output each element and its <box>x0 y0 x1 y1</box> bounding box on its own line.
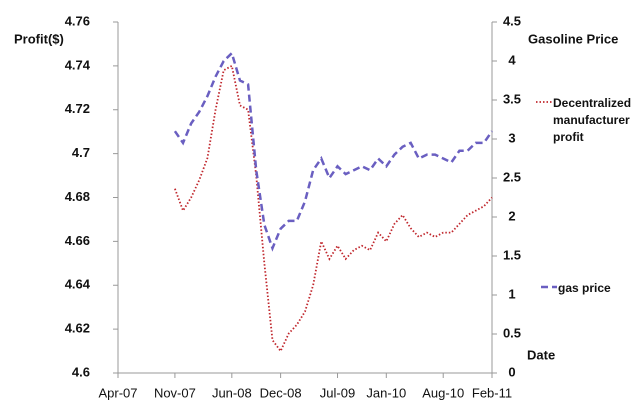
y2-tick-label: 1 <box>508 286 515 301</box>
x-tick-label: Feb-11 <box>472 385 512 400</box>
y2-tick-label: 4.5 <box>503 13 521 28</box>
y-tick-label: 4.6 <box>72 364 90 379</box>
y2-axis-label: Gasoline Price <box>528 31 618 46</box>
legend-entry: Decentralized manufacturer profit <box>535 95 633 146</box>
y-tick-label: 4.76 <box>65 13 90 28</box>
legend-label: gas price <box>558 281 611 295</box>
y-tick-label: 4.68 <box>65 189 90 204</box>
y2-tick-label: 3.5 <box>503 91 521 106</box>
x-tick-label: Jan-10 <box>366 385 406 400</box>
series-line <box>173 50 494 252</box>
y2-tick-label: 2 <box>508 208 515 223</box>
x-tick-label: Jul-09 <box>320 385 355 400</box>
legend-label: Decentralized manufacturer profit <box>553 96 632 144</box>
series-line <box>174 64 493 353</box>
y2-tick-label: 3 <box>508 130 515 145</box>
y2-tick-label: 1.5 <box>503 247 521 262</box>
legend-swatch <box>541 285 557 289</box>
x-tick-label: Dec-08 <box>260 385 302 400</box>
y-axis-label: Profit($) <box>14 31 64 46</box>
x-tick-label: Nov-07 <box>154 385 196 400</box>
y2-tick-label: 0.5 <box>503 325 521 340</box>
x-tick-label: Aug-10 <box>422 385 464 400</box>
x-tick-label: Jun-08 <box>212 385 252 400</box>
y-tick-label: 4.62 <box>65 321 90 336</box>
y2-tick-label: 0 <box>508 364 515 379</box>
y-tick-label: 4.74 <box>65 57 91 72</box>
legend-entry: gas price <box>540 280 634 297</box>
y2-tick-label: 2.5 <box>503 169 521 184</box>
y-tick-label: 4.64 <box>65 277 91 292</box>
y2-tick-label: 4 <box>508 52 516 67</box>
x-tick-label: Apr-07 <box>98 385 137 400</box>
y-tick-label: 4.72 <box>65 101 90 116</box>
y-tick-label: 4.7 <box>72 145 90 160</box>
legend-swatch <box>536 101 552 103</box>
y-tick-label: 4.66 <box>65 233 90 248</box>
x-axis-label: Date <box>527 347 555 362</box>
